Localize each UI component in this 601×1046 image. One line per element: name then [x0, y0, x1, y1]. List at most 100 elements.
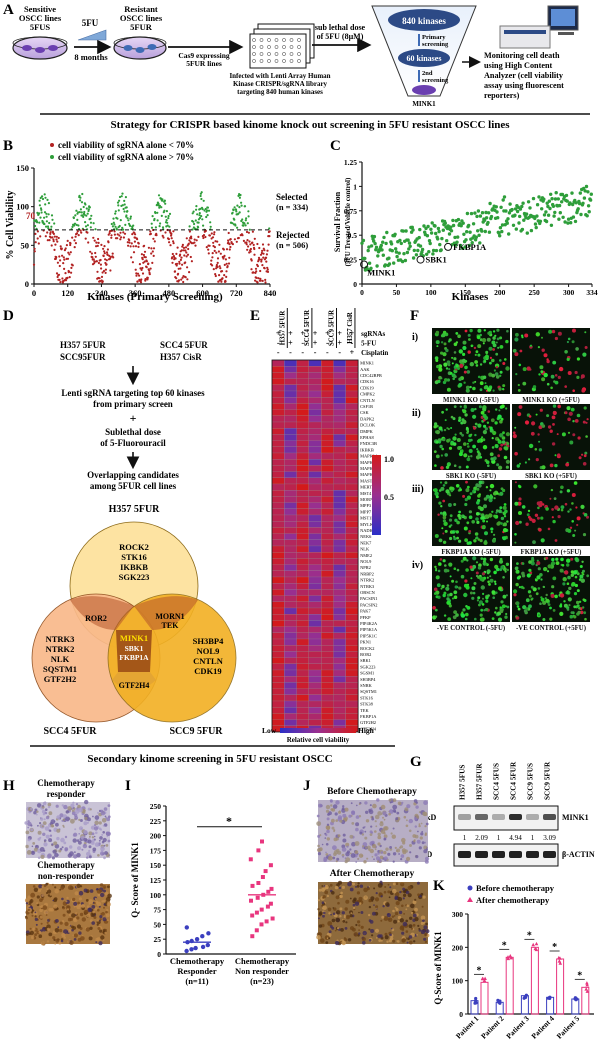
ihc-nucleus: [45, 914, 48, 916]
ihc-nucleus: [67, 853, 73, 858]
y-tick-label: 0: [459, 1010, 463, 1019]
ihc-nucleus: [26, 896, 31, 901]
cell-dot: [515, 582, 519, 587]
data-point: [392, 261, 396, 265]
data-point: [59, 259, 62, 262]
ihc-nucleus: [355, 923, 358, 927]
before-point: [548, 995, 552, 999]
cell-dot: [471, 596, 475, 600]
cell-dot: [463, 442, 467, 446]
cell-dot: [453, 357, 457, 361]
data-point: [473, 238, 478, 242]
heatmap-cell: [345, 552, 359, 559]
data-point: [216, 257, 220, 260]
cell-dot: [532, 385, 537, 389]
cell-dot: [463, 453, 468, 458]
data-point: [207, 209, 211, 212]
data-point: [460, 246, 465, 250]
ihc-nucleus: [391, 834, 396, 839]
cell-dot: [582, 573, 585, 576]
heatmap-cell: [345, 440, 359, 447]
cell-dot: [434, 534, 439, 538]
ihc-nucleus: [99, 883, 104, 887]
ihc-nucleus: [325, 853, 329, 856]
cell-dot: [489, 356, 492, 359]
data-point: [112, 256, 115, 259]
ihc-nucleus: [342, 813, 347, 818]
cell-dot: [441, 410, 444, 414]
ihc-nucleus: [97, 893, 101, 897]
x-tick-label: 0: [360, 288, 364, 297]
gene-label: MST4: [360, 491, 372, 496]
heatmap-cell: [308, 483, 322, 491]
ihc-nucleus: [71, 811, 76, 816]
heatmap-cell: [308, 508, 322, 516]
cell-dot: [550, 374, 555, 379]
ihc-nucleus: [402, 897, 405, 900]
ihc-nucleus: [351, 841, 356, 847]
ihc-nucleus: [326, 817, 330, 821]
cell-dot: [551, 516, 554, 519]
data-point: [116, 233, 119, 236]
cell-dot: [502, 384, 506, 388]
ihc-nucleus: [48, 838, 53, 843]
y-tick-label: 150: [150, 861, 162, 870]
data-point: [102, 247, 105, 250]
gene-label: PAK7: [360, 609, 371, 614]
actin-band: [458, 851, 471, 858]
ihc-nucleus: [375, 825, 378, 828]
data-point: [156, 219, 159, 222]
data-point: [180, 278, 183, 281]
after-point: [585, 983, 589, 987]
after-point: [482, 978, 487, 982]
cell-dot: [436, 583, 441, 588]
heatmap-cell: [271, 707, 285, 714]
cell-dot: [478, 600, 483, 605]
cell-dot: [499, 557, 503, 561]
ihc-nucleus: [418, 824, 421, 828]
data-point: [122, 207, 125, 211]
cell-dot: [440, 466, 444, 470]
ihc-nucleus: [103, 906, 105, 909]
data-point: [50, 214, 54, 217]
data-point: [475, 214, 479, 219]
cell-dot: [574, 575, 578, 579]
data-point: [135, 274, 138, 277]
ihc-nucleus: [394, 906, 397, 909]
cell-dot: [449, 575, 452, 578]
data-point: [439, 248, 443, 252]
cell-dot: [566, 406, 571, 411]
cell-dot: [465, 480, 468, 484]
cell-dot: [486, 520, 488, 523]
heatmap-cell: [284, 651, 297, 658]
heatmap-cell: [271, 483, 285, 491]
heatmap-cell: [321, 688, 334, 695]
venn-scc9-1: SH3BP4: [193, 636, 224, 646]
data-point: [93, 260, 97, 263]
cell-dot: [487, 410, 491, 413]
data-point: [525, 231, 529, 235]
heatmap-cell: [345, 651, 359, 658]
cell-dot: [493, 533, 496, 536]
data-point: [112, 221, 115, 224]
ihc-nucleus: [65, 816, 70, 822]
data-point: [168, 241, 171, 244]
data-point: [218, 274, 221, 277]
panel-c-ylabel-2: (5FU Treated/Vehicle control): [344, 177, 352, 266]
cell-dot: [498, 387, 502, 391]
cell-dot: [503, 515, 507, 518]
cell-dot: [531, 518, 536, 524]
ihc-nucleus: [373, 887, 376, 890]
ihc-nucleus: [92, 910, 96, 914]
cell-dot: [554, 463, 558, 468]
ihc-nucleus: [373, 904, 375, 906]
data-point: [495, 210, 499, 214]
cell-dot: [454, 433, 457, 436]
ihc-nucleus: [317, 834, 321, 838]
heatmap-cell: [308, 452, 322, 460]
ihc-nucleus: [363, 895, 368, 900]
data-point: [569, 221, 573, 225]
data-point: [367, 245, 371, 249]
ihc-nucleus: [73, 917, 78, 923]
